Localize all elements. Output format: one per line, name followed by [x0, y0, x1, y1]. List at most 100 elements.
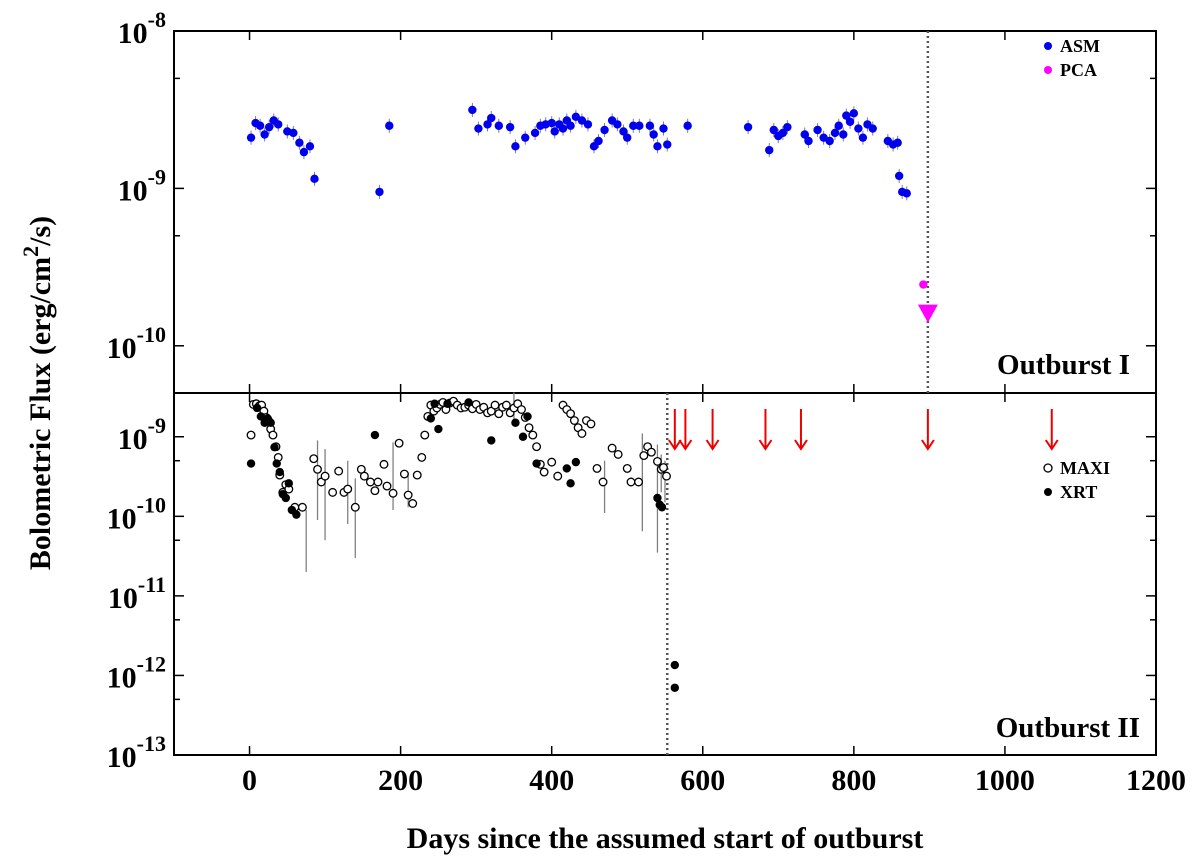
legend-maxi-label: MAXI — [1060, 458, 1110, 478]
data-point-asm — [310, 174, 319, 184]
y-tick-exp: -10 — [137, 492, 166, 517]
data-point-maxi — [569, 416, 579, 425]
data-point-xrt — [434, 424, 443, 434]
data-point-maxi — [613, 449, 623, 459]
data-point-asm — [830, 128, 840, 138]
x-axis-title: Days since the assumed start of outburst — [407, 822, 924, 855]
legend-xrt-label: XRT — [1060, 482, 1097, 502]
data-point-asm — [289, 128, 298, 138]
data-point-asm — [530, 128, 540, 138]
limit-arrow-head — [667, 439, 682, 451]
data-point-asm — [649, 130, 658, 139]
y-tick-base: 10 — [118, 17, 148, 50]
legend-pca-marker — [1044, 66, 1052, 74]
data-point-xrt — [281, 493, 290, 503]
data-point-xrt — [487, 436, 496, 445]
data-points — [246, 105, 938, 692]
y-tick-exp: -8 — [148, 7, 166, 32]
data-point-asm — [854, 124, 863, 133]
data-point-xrt — [566, 479, 575, 488]
data-point-asm — [474, 124, 483, 133]
legend-top: ASM PCA — [1044, 36, 1100, 80]
data-point-maxi — [566, 409, 576, 419]
data-point-xrt — [270, 442, 279, 452]
y-tick-exp: -10 — [137, 322, 166, 347]
x-tick-labels: 0 200 400 600 800 1000 1200 — [242, 764, 1186, 797]
y-tick-exp: -13 — [137, 731, 166, 756]
data-point-maxi — [490, 400, 500, 410]
x-tick-label: 1000 — [975, 764, 1035, 797]
upper-limit-arrows — [667, 409, 1059, 451]
data-point-maxi — [394, 438, 404, 448]
y-tick-label: 10-13 — [107, 731, 166, 774]
error-bars — [250, 102, 908, 572]
data-point-xrt — [532, 459, 541, 468]
data-point-maxi — [370, 486, 380, 496]
data-point-xrt — [370, 430, 380, 440]
data-point-maxi — [547, 457, 557, 467]
data-point-asm — [683, 121, 692, 130]
data-point-asm — [375, 187, 384, 197]
data-point-asm — [804, 136, 813, 146]
data-point-maxi — [622, 463, 632, 473]
legend-asm-marker — [1044, 42, 1052, 50]
x-tick-label: 600 — [680, 764, 725, 797]
data-point-xrt — [511, 418, 520, 427]
y-axis-title-main: Bolometric Flux (erg/cm — [24, 257, 57, 570]
legend-pca-label: PCA — [1060, 60, 1097, 80]
data-point-xrt — [657, 503, 667, 512]
data-point-xrt — [266, 418, 275, 427]
data-point-maxi — [412, 470, 422, 480]
data-point-xrt — [443, 399, 452, 408]
data-point-maxi — [577, 429, 587, 438]
data-point-xrt — [670, 683, 680, 692]
data-point-xrt — [256, 412, 266, 421]
data-point-maxi — [634, 477, 644, 487]
y-axis-title-sup: 2 — [18, 246, 43, 257]
data-point-maxi — [365, 477, 375, 487]
data-point-asm — [849, 109, 859, 118]
data-point-maxi — [494, 409, 504, 419]
data-point-xrt — [670, 660, 680, 670]
data-point-maxi — [408, 499, 418, 508]
data-point-maxi — [320, 471, 330, 481]
data-point-maxi — [539, 467, 549, 477]
data-point-pca — [919, 280, 928, 289]
y-tick-label: 10-12 — [107, 651, 166, 694]
data-point-asm — [778, 128, 788, 138]
data-point-maxi — [662, 471, 671, 481]
data-point-asm — [299, 147, 309, 157]
data-point-asm — [842, 111, 851, 120]
data-point-xrt — [464, 398, 473, 407]
data-point-asm — [385, 121, 394, 130]
data-point-asm — [566, 121, 575, 130]
y-tick-exp: -12 — [137, 651, 166, 676]
data-point-asm — [783, 122, 792, 132]
legend-xrt-marker — [1044, 488, 1052, 496]
data-point-asm — [845, 117, 855, 126]
x-tick-label: 400 — [529, 764, 574, 797]
data-point-xrt — [252, 403, 262, 413]
data-point-asm — [868, 124, 877, 133]
divider-lines — [666, 31, 930, 755]
data-point-maxi — [417, 452, 427, 462]
data-point-maxi — [553, 471, 563, 481]
y-tick-base: 10 — [118, 174, 148, 207]
data-point-asm — [558, 124, 568, 133]
data-point-asm — [487, 113, 496, 123]
panel-label-outburst-2: Outburst II — [996, 712, 1140, 744]
limit-arrow-head — [1044, 439, 1059, 451]
y-axis-title-tail: /s) — [24, 216, 57, 247]
data-point-maxi — [268, 430, 278, 440]
data-point-asm — [468, 105, 477, 115]
y-tick-base: 10 — [107, 741, 137, 774]
limit-arrow-head — [705, 439, 720, 451]
y-tick-label: 10-10 — [107, 492, 166, 535]
data-point-asm — [521, 133, 530, 142]
data-point-maxi — [646, 447, 656, 457]
data-point-xrt — [272, 459, 281, 468]
y-tick-label: 10-11 — [108, 572, 166, 615]
data-point-maxi — [379, 459, 389, 469]
